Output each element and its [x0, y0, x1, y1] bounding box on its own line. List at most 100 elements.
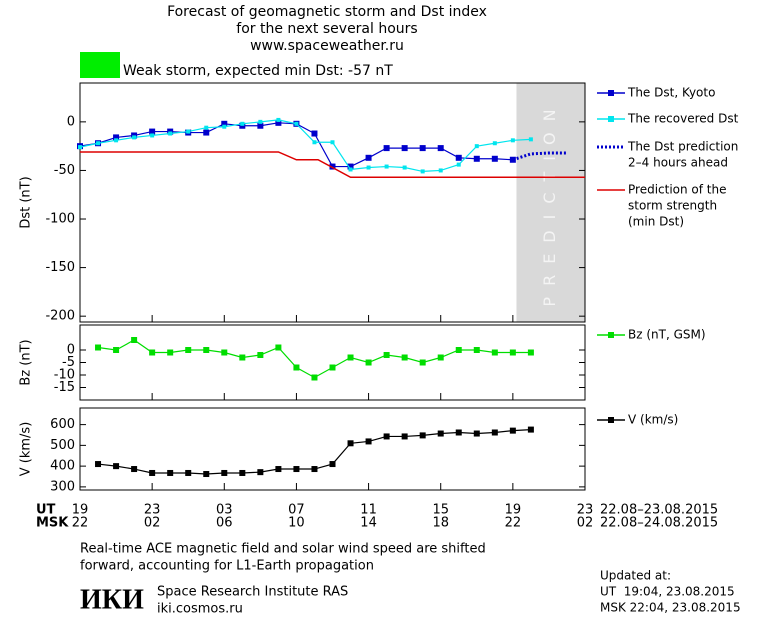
x-tick-label: 03: [216, 503, 233, 518]
x-tick-label-msk: 10: [288, 516, 305, 531]
data-point: [365, 438, 372, 445]
data-point: [78, 145, 82, 150]
y-tick-label: 0: [67, 343, 75, 358]
data-point: [113, 347, 120, 353]
footer-note: forward, accounting for L1-Earth propaga…: [80, 559, 374, 574]
x-tick-label: 23: [144, 503, 161, 518]
x-range-label: 22.08–23.08.2015: [600, 503, 718, 518]
data-point: [149, 469, 156, 476]
title: www.spaceweather.ru: [250, 38, 404, 54]
y-tick-label: -5: [62, 355, 75, 370]
data-point: [329, 461, 336, 468]
updated: UT 19:04, 23.08.2015: [600, 585, 735, 599]
data-point: [473, 430, 480, 437]
data-point: [437, 430, 444, 437]
data-point: [95, 344, 102, 351]
y-tick-label: -200: [45, 309, 75, 324]
data-point: [365, 154, 372, 161]
data-point: [347, 163, 354, 170]
footer-note: Real-time ACE magnetic field and solar w…: [80, 542, 486, 557]
data-point: [257, 469, 264, 476]
legend-label: (min Dst): [628, 215, 684, 229]
data-point: [510, 138, 515, 143]
x-tick-label-msk: 02: [577, 516, 594, 531]
data-point: [167, 469, 174, 476]
prediction-region: [516, 83, 585, 322]
institute: Space Research Institute RAS: [157, 585, 348, 600]
data-point: [131, 466, 138, 473]
data-point: [311, 130, 318, 137]
legend-label: storm strength: [628, 199, 717, 213]
status: Weak storm, expected min Dst: -57 nT: [123, 63, 393, 79]
data-point: [383, 145, 390, 152]
data-point: [509, 427, 516, 434]
y-tick-label: 400: [50, 459, 75, 474]
x-tick-label-msk: 02: [144, 516, 161, 531]
data-point: [96, 141, 101, 146]
prediction-label: PREDICTION: [540, 98, 559, 306]
x-tick-label: 19: [505, 503, 522, 518]
data-point: [527, 426, 534, 433]
x-axis-label: UT: [36, 503, 56, 518]
title: Forecast of geomagnetic storm and Dst in…: [167, 4, 487, 20]
data-point: [239, 354, 246, 361]
data-point: [203, 347, 210, 353]
data-point: [455, 347, 462, 353]
data-point: [311, 466, 318, 473]
title: for the next several hours: [236, 21, 417, 37]
data-point: [167, 349, 174, 356]
updated: Updated at:: [600, 569, 671, 583]
updated: MSK 22:04, 23.08.2015: [600, 601, 741, 615]
y-tick-label: -10: [54, 368, 75, 383]
data-point: [419, 145, 426, 152]
y-tick-label: -15: [54, 380, 75, 395]
panel-frame: [79, 407, 586, 491]
data-point: [365, 359, 372, 366]
data-point: [474, 144, 479, 149]
data-point: [293, 364, 300, 371]
y-tick-label: -100: [45, 212, 75, 227]
y-axis-label: Bz (nT): [19, 339, 34, 385]
data-point: [221, 120, 228, 127]
legend-label: Bz (nT, GSM): [628, 328, 706, 342]
legend-marker: [608, 417, 614, 423]
data-point: [473, 347, 480, 353]
data-point: [347, 440, 354, 447]
y-axis-label: Dst (nT): [19, 176, 34, 228]
data-point: [186, 129, 191, 134]
panel-frame: [79, 324, 586, 401]
legend-label: Prediction of the: [628, 183, 727, 197]
data-point: [276, 117, 281, 122]
data-point: [491, 349, 498, 356]
y-tick-label: 500: [50, 438, 75, 453]
data-point: [257, 122, 264, 129]
data-point: [492, 141, 497, 146]
data-point: [348, 167, 353, 172]
institute: iki.cosmos.ru: [157, 602, 243, 617]
data-point: [131, 337, 138, 343]
x-tick-label-msk: 14: [360, 516, 377, 531]
data-point: [419, 432, 426, 439]
data-point: [527, 349, 534, 356]
y-tick-label: -50: [54, 163, 75, 178]
data-point: [456, 162, 461, 167]
y-tick-label: -150: [45, 260, 75, 275]
data-point: [221, 469, 228, 476]
data-point: [347, 354, 354, 361]
data-point: [204, 125, 209, 130]
data-point: [113, 463, 120, 470]
data-point: [437, 145, 444, 152]
data-point: [528, 137, 533, 142]
data-point: [312, 140, 317, 145]
legend-marker: [608, 116, 614, 122]
data-point: [114, 138, 119, 143]
data-point: [402, 165, 407, 170]
y-axis-label: V (km/s): [19, 422, 34, 477]
data-point: [401, 354, 408, 361]
x-axis-label-msk: MSK: [36, 516, 69, 531]
data-point: [455, 154, 462, 161]
data-point: [473, 155, 480, 162]
data-point: [293, 466, 300, 473]
status-swatch: [80, 52, 120, 78]
